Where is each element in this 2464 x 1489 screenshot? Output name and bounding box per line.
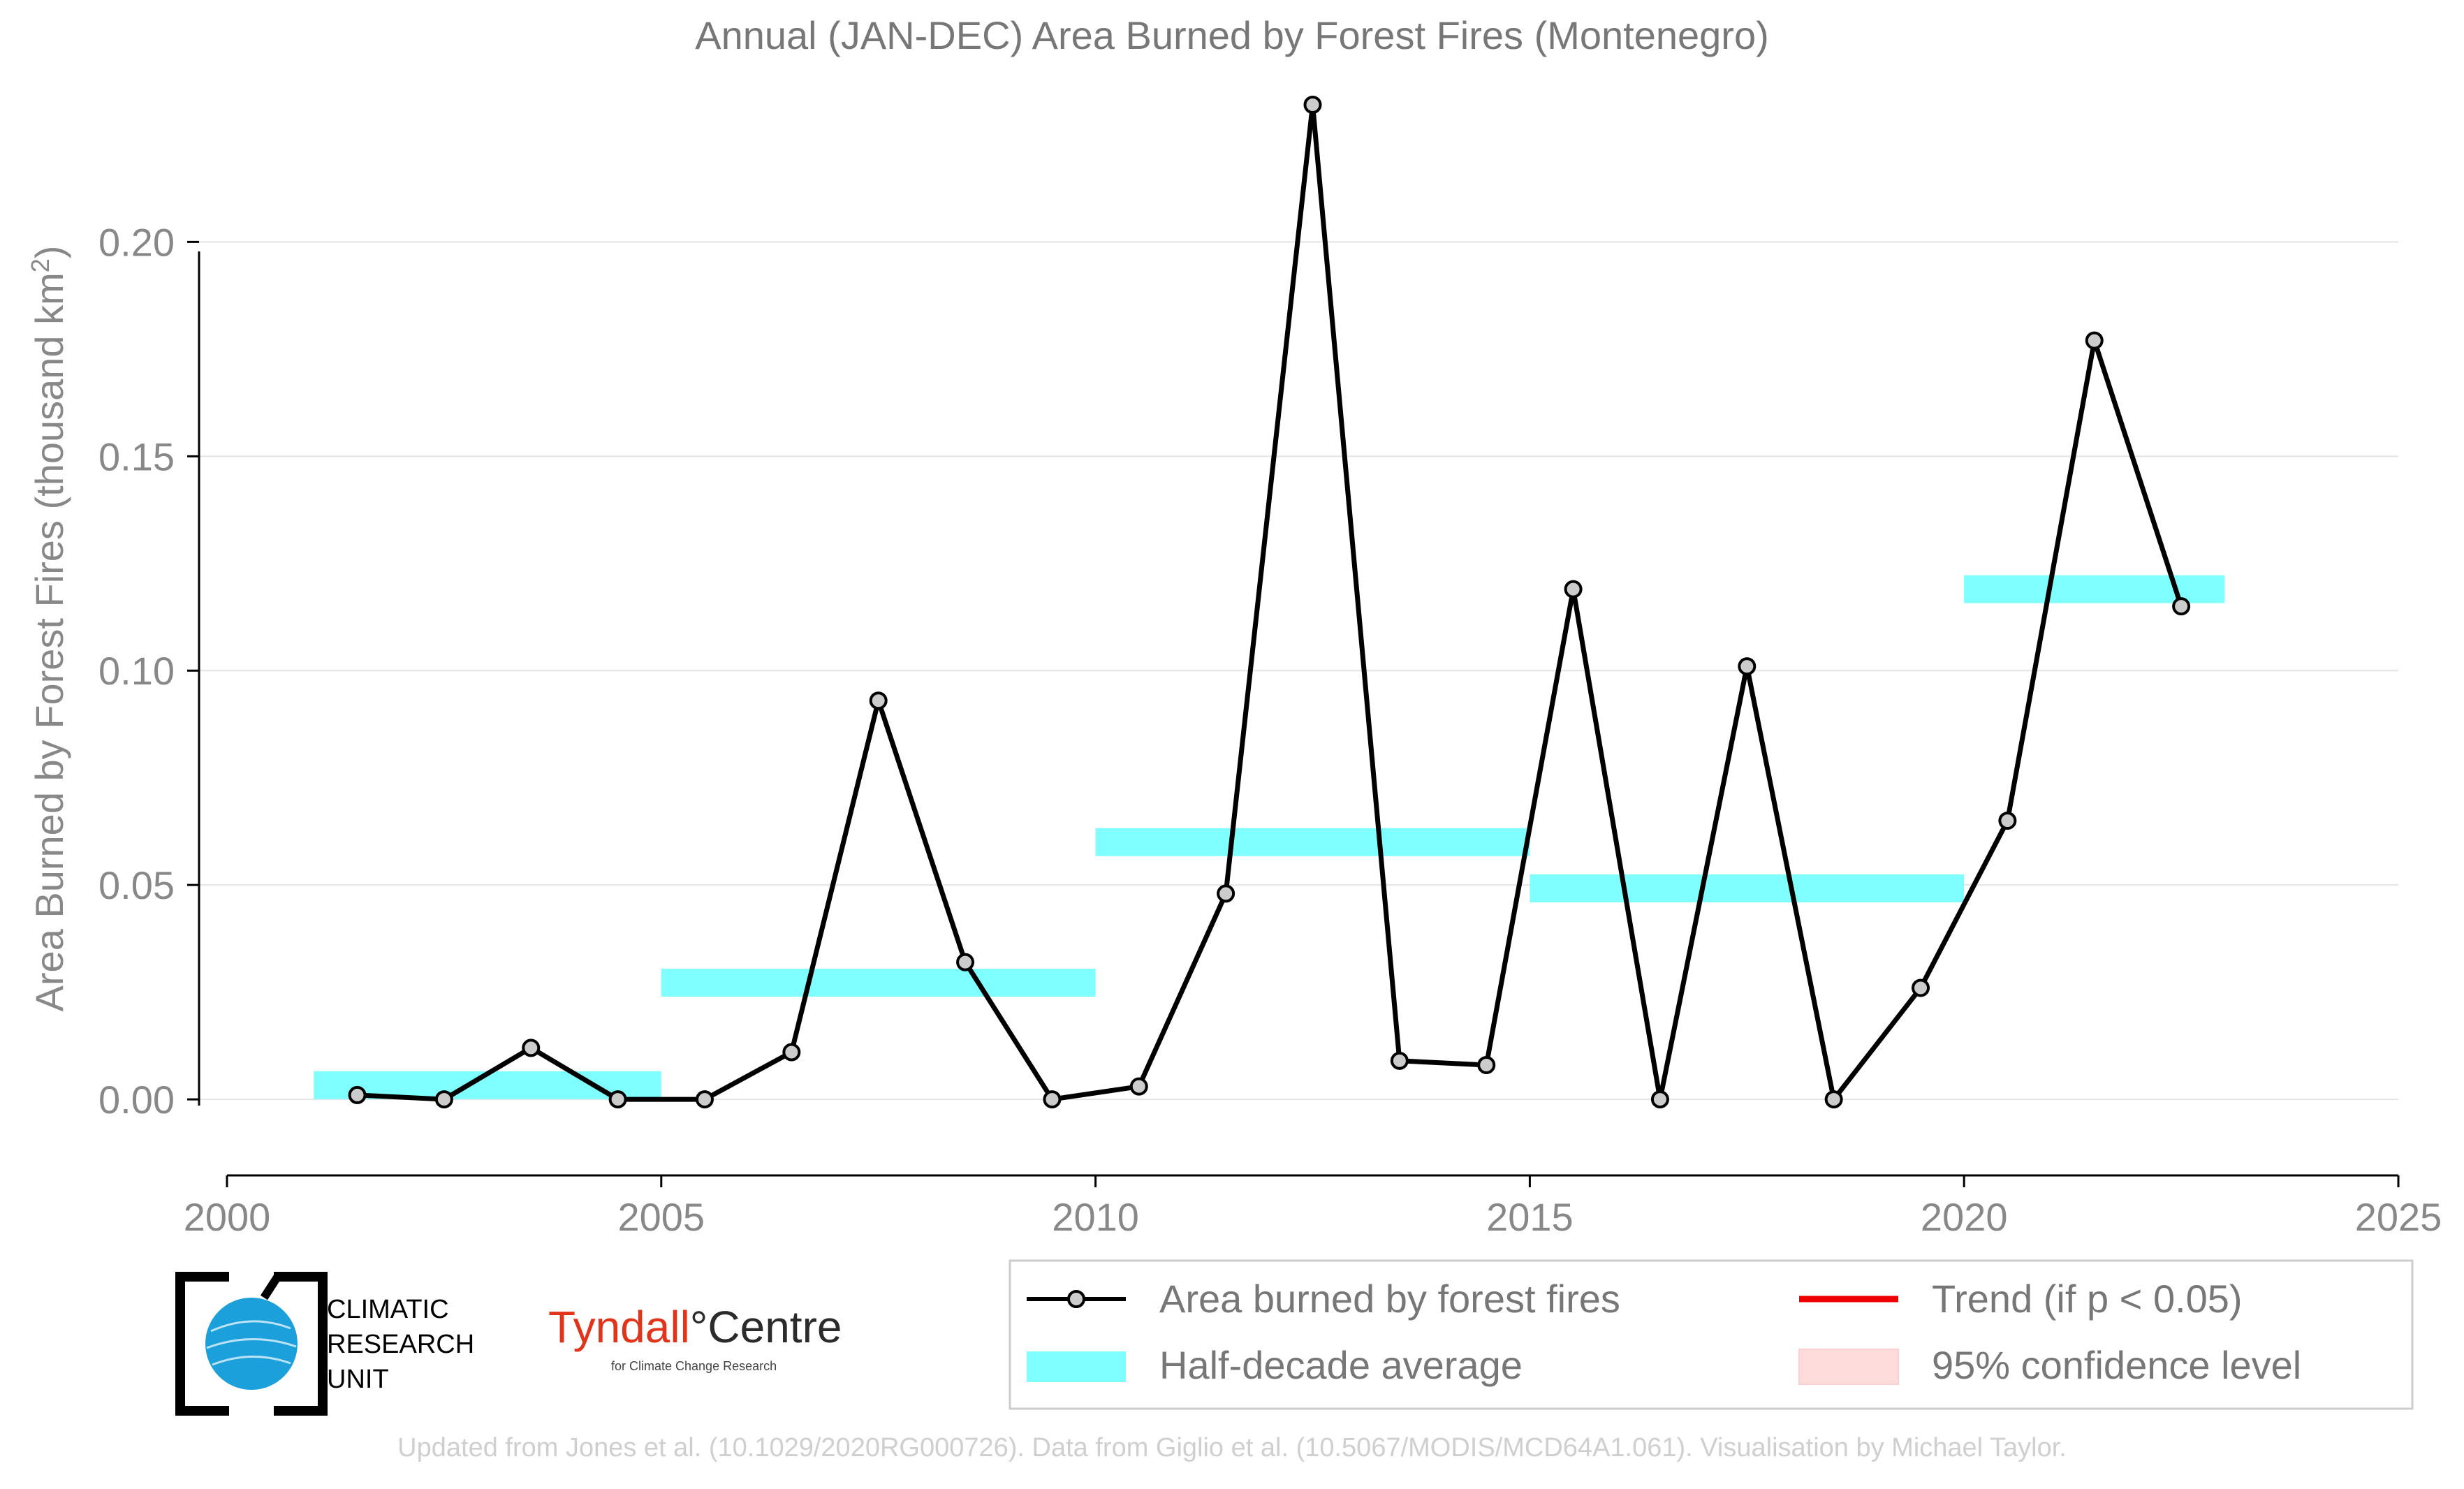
y-axis-label-sup: 2	[26, 258, 54, 272]
cru-logo	[175, 1271, 328, 1416]
tyndall-subtitle: for Climate Change Research	[611, 1359, 777, 1373]
data-point	[1912, 978, 1930, 997]
data-point	[1564, 580, 1583, 599]
half-decade-bands	[314, 575, 2225, 1099]
data-point	[608, 1090, 627, 1109]
chart-title: Annual (JAN-DEC) Area Burned by Forest F…	[695, 13, 1768, 57]
data-point	[1043, 1090, 1062, 1109]
cru-line-3: UNIT	[327, 1365, 389, 1394]
y-axis-label: Area Burned by Forest Fires (thousand km…	[26, 246, 72, 1012]
data-point	[1477, 1055, 1496, 1074]
series-area-burned	[348, 96, 2191, 1109]
tyndall-part-2: Centre	[707, 1302, 842, 1352]
data-point	[1303, 96, 1322, 114]
legend-label-band: Half-decade average	[1159, 1343, 1523, 1387]
y-tick-label: 0.05	[98, 863, 175, 907]
y-tick-label: 0.00	[98, 1078, 175, 1122]
y-axis: 0.00 0.05 0.10 0.15 0.20	[98, 220, 200, 1122]
data-point	[434, 1090, 453, 1109]
y-axis-label-main: Area Burned by Forest Fires (thousand km	[27, 272, 71, 1011]
cru-name: CLIMATIC RESEARCH UNIT	[327, 1292, 474, 1397]
data-point	[869, 691, 888, 710]
data-point	[1998, 812, 2017, 830]
data-point	[2172, 597, 2191, 616]
data-point	[1650, 1090, 1669, 1109]
half-decade-band	[661, 969, 1096, 997]
data-point	[782, 1043, 801, 1062]
legend-label-ci: 95% confidence level	[1932, 1343, 2301, 1387]
data-point	[695, 1090, 714, 1109]
data-point	[1217, 884, 1235, 903]
legend-band-symbol	[1027, 1351, 1126, 1382]
x-tick-label: 2010	[1052, 1195, 1139, 1239]
legend: Area burned by forest fires Trend (if p …	[1009, 1259, 2414, 1410]
tyndall-wordmark: Tyndall°Centre	[548, 1305, 842, 1349]
y-tick-label: 0.15	[98, 434, 175, 478]
half-decade-band	[1530, 874, 1965, 903]
series-line	[357, 102, 2184, 1102]
cru-line-2: RESEARCH	[327, 1330, 475, 1359]
half-decade-band	[1095, 828, 1530, 856]
x-axis: 2000 2005 2010 2015 2020 2025	[184, 1174, 2442, 1239]
x-tick-label: 2015	[1486, 1195, 1574, 1239]
x-tick-label: 2005	[618, 1195, 705, 1239]
data-point	[2085, 331, 2104, 350]
x-tick-label: 2020	[1921, 1195, 2008, 1239]
tyndall-logo: Tyndall°Centre for Climate Change Resear…	[548, 1305, 842, 1373]
cru-line-1: CLIMATIC	[327, 1295, 449, 1324]
legend-ci-symbol	[1798, 1349, 1899, 1385]
data-point	[1824, 1090, 1843, 1109]
legend-marker-symbol	[1067, 1290, 1085, 1308]
data-point	[348, 1085, 367, 1104]
x-tick-label: 2025	[2355, 1195, 2442, 1239]
y-axis-label-end: )	[27, 246, 71, 259]
data-point	[1129, 1077, 1148, 1096]
grid-lines	[199, 241, 2398, 1101]
legend-label-trend: Trend (if p < 0.05)	[1932, 1277, 2243, 1321]
data-point	[522, 1039, 541, 1057]
legend-label-series: Area burned by forest fires	[1159, 1277, 1620, 1321]
x-tick-label: 2000	[184, 1195, 271, 1239]
footer-credits: Updated from Jones et al. (10.1029/2020R…	[397, 1433, 2067, 1462]
y-tick-label: 0.10	[98, 649, 175, 693]
tyndall-degree: °	[689, 1302, 708, 1352]
data-point	[1738, 657, 1757, 676]
legend-box	[1009, 1259, 2414, 1410]
logos: CLIMATIC RESEARCH UNIT Tyndall°Centre fo…	[175, 1271, 873, 1425]
y-tick-label: 0.20	[98, 220, 175, 264]
data-point	[956, 953, 975, 971]
tyndall-part-1: Tyndall	[548, 1302, 690, 1352]
data-point	[1390, 1051, 1409, 1070]
